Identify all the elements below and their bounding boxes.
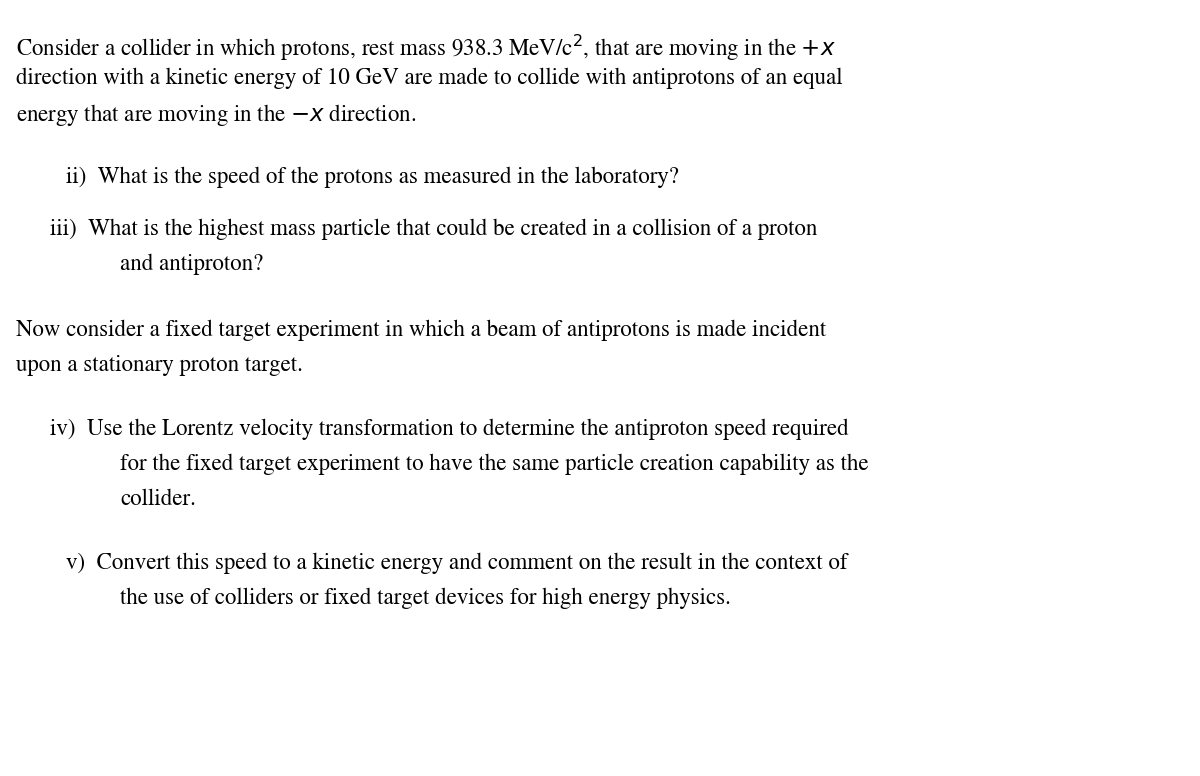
Text: ii)  What is the speed of the protons as measured in the laboratory?: ii) What is the speed of the protons as … <box>66 167 679 189</box>
Text: and antiproton?: and antiproton? <box>120 254 263 275</box>
Text: energy that are moving in the $-x$ direction.: energy that are moving in the $-x$ direc… <box>16 102 416 129</box>
Text: upon a stationary proton target.: upon a stationary proton target. <box>16 355 302 376</box>
Text: for the fixed target experiment to have the same particle creation capability as: for the fixed target experiment to have … <box>120 454 869 476</box>
Text: direction with a kinetic energy of 10 GeV are made to collide with antiprotons o: direction with a kinetic energy of 10 Ge… <box>16 68 842 89</box>
Text: v)  Convert this speed to a kinetic energy and comment on the result in the cont: v) Convert this speed to a kinetic energ… <box>66 553 847 574</box>
Text: iii)  What is the highest mass particle that could be created in a collision of : iii) What is the highest mass particle t… <box>50 219 817 241</box>
Text: collider.: collider. <box>120 489 196 511</box>
Text: Now consider a fixed target experiment in which a beam of antiprotons is made in: Now consider a fixed target experiment i… <box>16 320 826 341</box>
Text: Consider a collider in which protons, rest mass 938.3 MeV/c$^2$, that are moving: Consider a collider in which protons, re… <box>16 33 835 63</box>
Text: the use of colliders or fixed target devices for high energy physics.: the use of colliders or fixed target dev… <box>120 587 731 609</box>
Text: iv)  Use the Lorentz velocity transformation to determine the antiproton speed r: iv) Use the Lorentz velocity transformat… <box>50 419 850 441</box>
